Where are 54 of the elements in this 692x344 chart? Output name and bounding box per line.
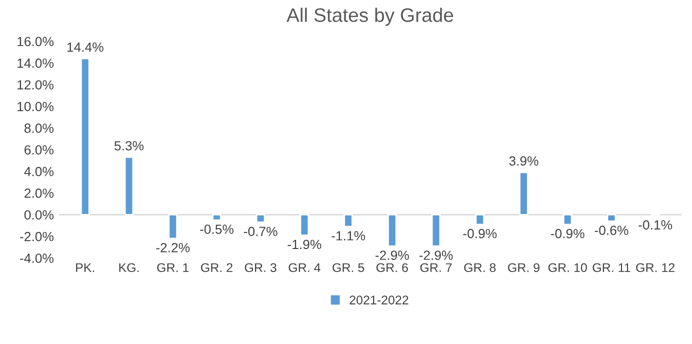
y-tick-label: 6.0% <box>24 145 54 155</box>
x-tick-label: GR. 1 <box>157 263 189 272</box>
x-tick-label: GR. 11 <box>592 263 630 272</box>
bar <box>475 214 485 226</box>
data-label: -0.9% <box>550 228 584 238</box>
bar <box>300 214 310 236</box>
x-tick-label: GR. 4 <box>288 263 320 272</box>
legend-label: 2021-2022 <box>350 296 408 304</box>
data-label: -0.9% <box>463 228 497 238</box>
data-label: -0.5% <box>200 224 234 234</box>
y-tick-label: 10.0% <box>18 102 54 112</box>
x-tick-label: GR. 8 <box>464 263 496 272</box>
bar <box>124 156 134 216</box>
x-tick-label: GR. 7 <box>420 263 452 272</box>
bar <box>168 214 178 240</box>
x-tick-label: GR. 12 <box>636 263 674 272</box>
bar <box>256 214 266 223</box>
x-tick-label: GR. 9 <box>508 263 540 272</box>
data-label: -2.9% <box>376 250 409 260</box>
bar <box>388 214 397 247</box>
data-label: -0.6% <box>594 226 628 236</box>
bar <box>80 58 90 216</box>
bar <box>606 214 616 222</box>
y-tick-label: 0.0% <box>24 210 54 220</box>
y-tick-label: 16.0% <box>18 36 54 46</box>
chart-title: All States by Grade <box>286 8 454 26</box>
x-tick-label: GR. 3 <box>244 263 276 272</box>
y-tick-label: 4.0% <box>24 166 54 176</box>
data-label: -1.9% <box>288 240 322 250</box>
x-tick-label: KG. <box>119 263 139 272</box>
x-tick-label: GR. 6 <box>376 263 408 272</box>
y-tick-label: 8.0% <box>24 124 54 133</box>
x-tick-label: GR. 10 <box>548 263 587 272</box>
bar <box>519 172 528 216</box>
data-label: -0.1% <box>638 220 672 230</box>
y-tick-label: 14.0% <box>18 58 54 68</box>
y-tick-label: 12.0% <box>18 80 54 90</box>
x-tick-label: GR. 2 <box>201 263 232 272</box>
y-tick-label: -2.0% <box>20 232 54 242</box>
data-label: -1.1% <box>332 231 366 240</box>
data-label: 5.3% <box>114 141 144 150</box>
bar <box>212 214 222 221</box>
data-label: -2.9% <box>419 250 453 260</box>
y-tick-label: 2.0% <box>24 188 54 198</box>
bar <box>562 214 572 226</box>
bar <box>344 214 353 228</box>
bar <box>431 214 441 247</box>
x-tick-label: GR. 5 <box>332 263 364 272</box>
x-tick-label: PK. <box>76 263 94 272</box>
data-label: 14.4% <box>67 42 104 52</box>
data-label: -2.2% <box>156 243 190 252</box>
data-label: -0.7% <box>244 226 278 236</box>
y-tick-label: -4.0% <box>20 254 54 263</box>
data-label: 3.9% <box>509 156 538 166</box>
